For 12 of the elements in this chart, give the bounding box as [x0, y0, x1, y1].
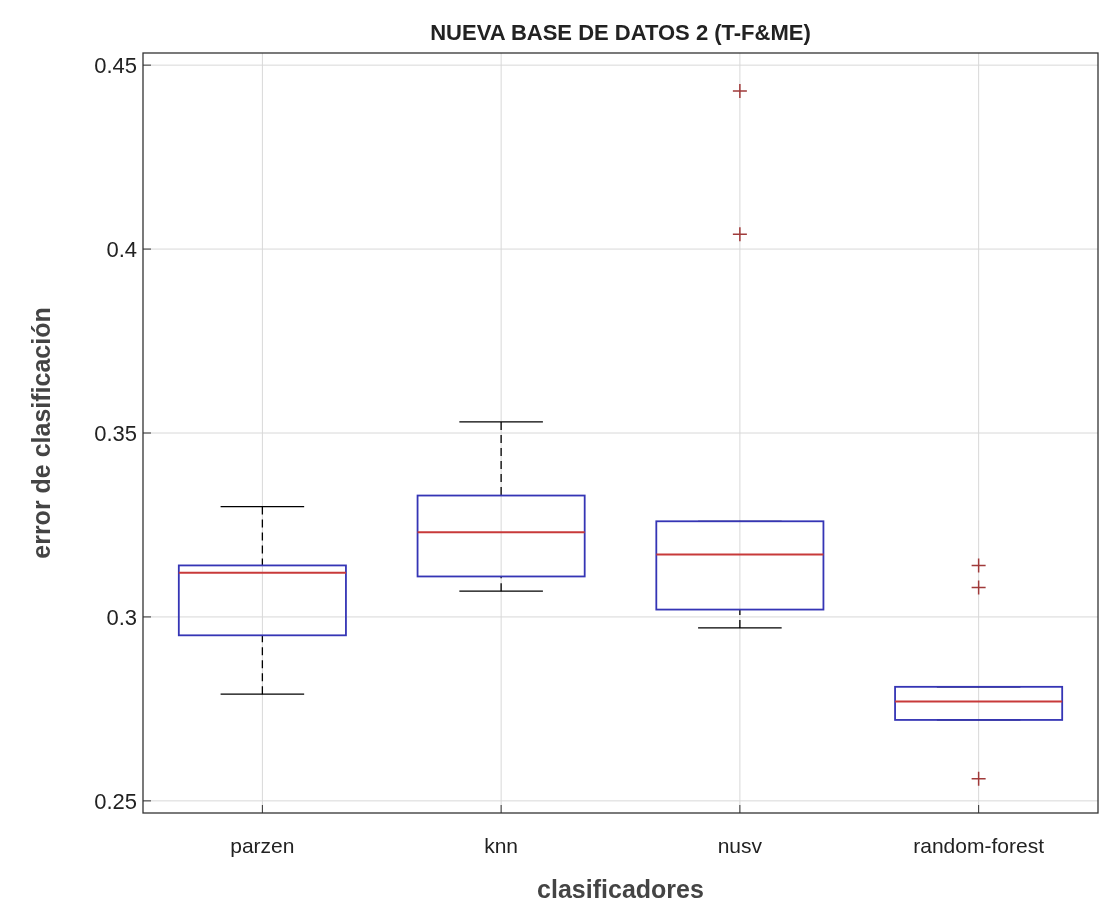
chart-title: NUEVA BASE DE DATOS 2 (T-F&ME): [430, 20, 811, 45]
x-tick-label: nusv: [717, 834, 763, 857]
y-tick-label: 0.4: [106, 236, 137, 262]
y-tick-label: 0.45: [94, 52, 137, 78]
y-tick-label: 0.25: [94, 788, 137, 814]
y-tick-label: 0.3: [106, 604, 137, 630]
x-tick-label: parzen: [230, 834, 295, 857]
x-tick-label: knn: [484, 834, 519, 857]
y-axis-title: error de clasificación: [27, 307, 55, 559]
x-tick-label: random-forest: [913, 834, 1045, 857]
x-axis-title: clasificadores: [537, 875, 704, 903]
y-tick-label: 0.35: [94, 420, 137, 446]
